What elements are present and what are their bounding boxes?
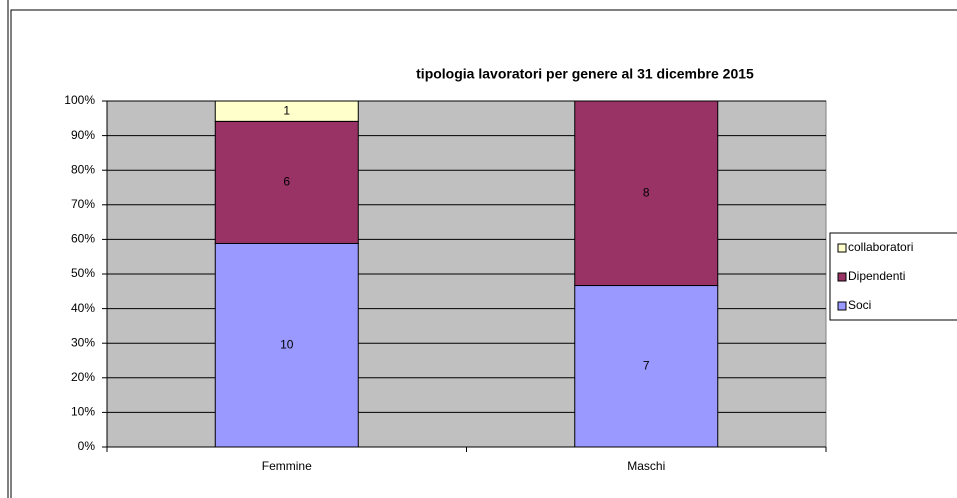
- y-tick-label: 60%: [71, 232, 95, 246]
- data-label: 8: [643, 185, 650, 199]
- legend-swatch: [837, 272, 847, 282]
- data-label: 7: [643, 358, 650, 372]
- bar-segment: [214, 120, 359, 244]
- chart-title: tipologia lavoratori per genere al 31 di…: [416, 66, 754, 82]
- bar-segment: [214, 100, 359, 122]
- y-tick-label: 100%: [64, 93, 95, 107]
- legend-swatch: [837, 243, 847, 253]
- data-label: 1: [283, 103, 290, 117]
- legend-label: Dipendenti: [848, 269, 905, 283]
- legend-label: Soci: [848, 298, 871, 312]
- y-tick-label: 40%: [71, 301, 95, 315]
- legend-label: collaboratori: [848, 240, 913, 254]
- data-label: 10: [280, 337, 294, 351]
- legend-swatch: [837, 301, 847, 311]
- y-tick-label: 70%: [71, 197, 95, 211]
- y-tick-label: 20%: [71, 370, 95, 384]
- y-tick-label: 0%: [78, 439, 96, 453]
- y-tick-label: 10%: [71, 405, 95, 419]
- y-tick-label: 80%: [71, 162, 95, 176]
- bar-segment: [574, 100, 719, 287]
- x-tick-label: Femmine: [262, 459, 312, 473]
- x-tick-label: Maschi: [627, 459, 665, 473]
- bar-segment: [214, 242, 359, 448]
- bar-segment: [574, 285, 719, 448]
- y-tick-label: 90%: [71, 128, 95, 142]
- y-tick-label: 30%: [71, 335, 95, 349]
- y-tick-label: 50%: [71, 266, 95, 280]
- data-label: 6: [283, 175, 290, 189]
- legend-box: [829, 232, 957, 321]
